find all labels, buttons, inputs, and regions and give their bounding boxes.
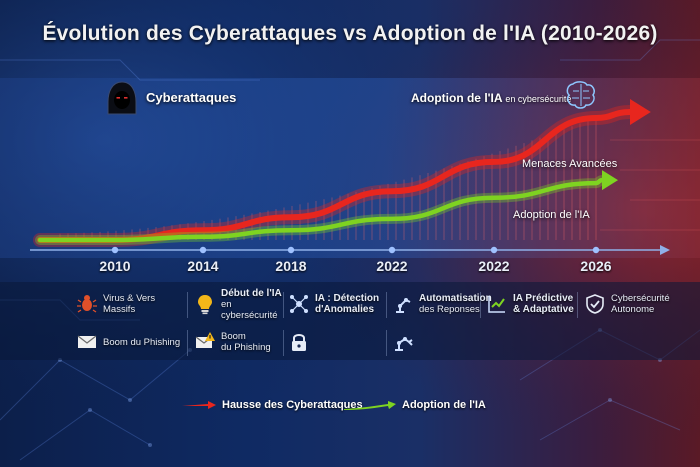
milestone-lock — [288, 324, 388, 360]
x-tick-label: 2010 — [99, 258, 131, 274]
milestone-anomaly-line1: IA : Détection — [315, 293, 380, 304]
hacker-icon — [107, 81, 137, 115]
panel-divider — [187, 330, 188, 356]
milestones-row-1: Virus & Vers Massifs Début de l'IA en cyb… — [72, 286, 684, 322]
green-arrow-swatch — [344, 401, 396, 410]
panel-divider — [577, 292, 578, 318]
ai-adoption-top-label: Adoption de l'IA en cybersécurité — [411, 91, 571, 105]
legend-item-cyber: Hausse des Cyberattaques — [182, 397, 363, 413]
x-tick-dot — [111, 246, 119, 254]
milestone-phishing-2-line1: Boom — [221, 331, 246, 342]
milestone-robot — [392, 324, 492, 360]
x-tick-dot — [199, 246, 207, 254]
x-tick-label: 2014 — [187, 258, 219, 274]
milestone-predictive-line2: & Adaptative — [513, 304, 574, 315]
milestone-autonomous-line2: Autonome — [611, 304, 655, 315]
chart-check-icon — [488, 296, 505, 313]
robot-arm-icon — [395, 337, 413, 351]
milestone-phishing-text: Boom du Phishing — [103, 336, 181, 348]
x-axis-arrow — [660, 245, 670, 255]
lightbulb-icon — [198, 295, 212, 315]
legend-label-cyber: Hausse des Cyberattaques — [222, 399, 363, 411]
legend-label-ai: Adoption de l'IA — [402, 399, 486, 411]
milestone-ai-start-line2: en cybersécurité — [221, 298, 278, 321]
legend-item-ai: Adoption de l'IA — [344, 397, 486, 413]
x-tick-label: 2018 — [275, 258, 307, 274]
milestone-autonomous: Cybersécurité Autonome — [584, 286, 684, 322]
chart-title: Évolution des Cyberattaques vs Adoption … — [42, 22, 658, 45]
panel-divider — [386, 292, 387, 318]
ai-adoption-top-suffix: en cybersécurité — [505, 94, 572, 104]
milestone-predictive: IA Prédictive & Adaptative — [486, 286, 586, 322]
series-line-ai-adoption — [37, 177, 605, 243]
panel-divider — [386, 330, 387, 356]
x-tick-label: 2026 — [580, 258, 612, 274]
panel-divider — [480, 292, 481, 318]
bug-icon — [77, 295, 97, 313]
series-arrowhead-ai-adoption — [602, 170, 618, 191]
milestone-automation: Automatisation des Reponses — [392, 286, 492, 322]
milestone-virus-text: Virus & Vers Massifs — [103, 293, 156, 315]
threats-label: Menaces Avancées — [522, 158, 618, 170]
milestone-automation-line2: des Reponses — [419, 304, 480, 315]
x-tick-label: 2022 — [478, 258, 510, 274]
milestone-ai-start-line1: Début de l'IA — [221, 287, 282, 299]
lock-icon — [292, 334, 306, 351]
ai-line-label: Adoption de l'IA — [513, 209, 590, 221]
milestones-row-2: Boom du Phishing Boom du Phishing — [72, 324, 684, 360]
brain-icon — [566, 81, 595, 109]
milestone-predictive-line1: IA Prédictive — [513, 293, 574, 304]
x-tick-label: 2022 — [376, 258, 408, 274]
robot-arm-icon — [396, 298, 411, 313]
milestone-phishing: Boom du Phishing — [76, 324, 184, 360]
milestone-autonomous-line1: Cybersécurité — [611, 293, 670, 304]
milestone-anomaly: IA : Détection d'Anomalies — [288, 286, 388, 322]
envelope-alert-icon — [195, 332, 215, 348]
panel-divider — [187, 292, 188, 318]
milestone-ai-start: Début de l'IA en cybersécurité — [194, 286, 289, 322]
envelope-icon — [77, 335, 97, 348]
red-arrow-swatch — [182, 401, 216, 409]
x-tick-dot — [490, 246, 498, 254]
ai-adoption-top-text: Adoption de l'IA — [411, 91, 503, 105]
milestone-automation-line1: Automatisation — [419, 293, 492, 304]
shield-check-icon — [586, 294, 604, 314]
network-icon — [290, 295, 308, 313]
x-tick-dot — [592, 246, 600, 254]
x-tick-dot — [388, 246, 396, 254]
x-tick-dot — [287, 246, 295, 254]
panel-divider — [283, 292, 284, 318]
panel-divider — [283, 330, 284, 356]
milestone-phishing-2-line2: du Phishing — [221, 342, 271, 353]
milestone-virus: Virus & Vers Massifs — [76, 286, 184, 322]
cyber-label: Cyberattaques — [146, 90, 237, 105]
series-arrowhead-cyberattacks — [630, 99, 651, 125]
milestone-anomaly-line2: d'Anomalies — [315, 304, 375, 315]
milestone-phishing-2: Boom du Phishing — [194, 324, 289, 360]
